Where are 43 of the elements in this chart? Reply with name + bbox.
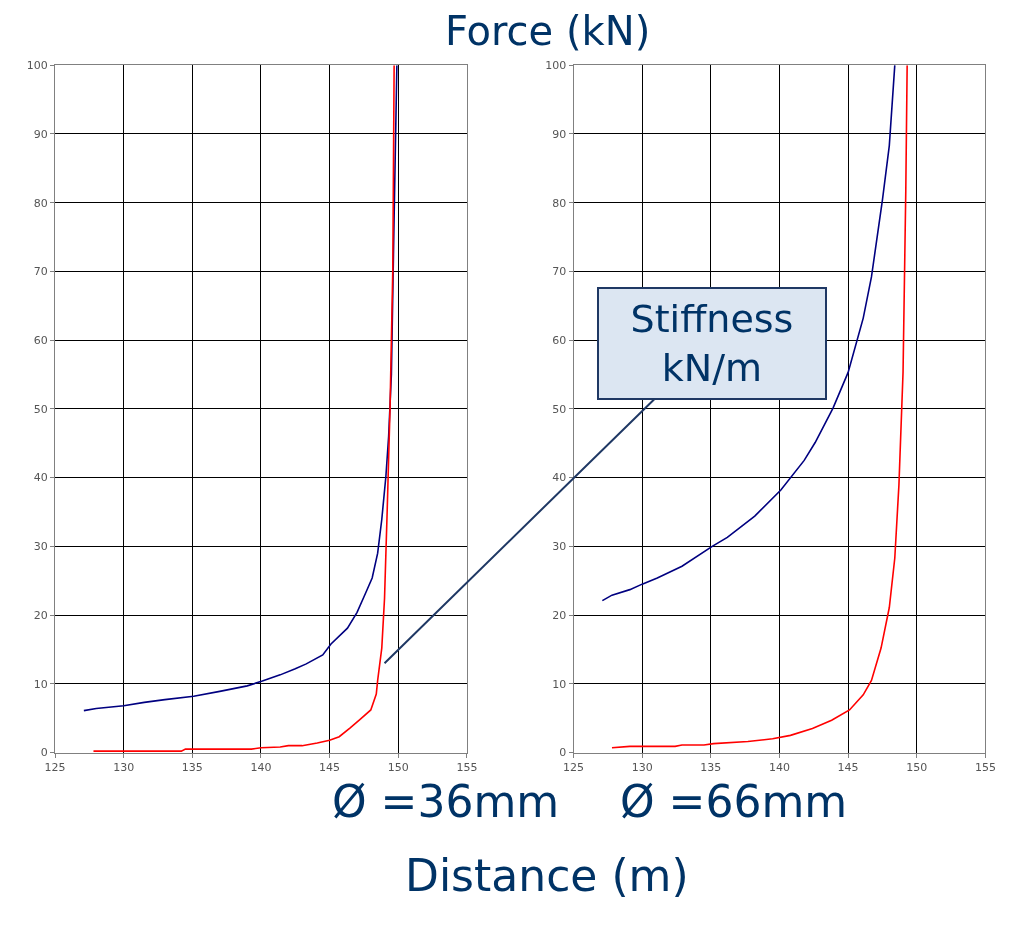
x-tick-label: 130	[113, 760, 135, 774]
y-tick-label: 70	[33, 265, 48, 279]
text: Ø =36mm	[332, 776, 560, 827]
line-series	[611, 65, 908, 749]
y-tick-label: 50	[33, 402, 48, 416]
text: Ø =66mm	[620, 776, 848, 827]
y-tick-label: 0	[40, 746, 48, 760]
y-tick-label: 40	[552, 471, 567, 485]
y-tick-label: 80	[552, 196, 567, 210]
x-tick-label: 155	[456, 760, 478, 774]
x-tick-label: 135	[181, 760, 203, 774]
x-tick-label: 155	[974, 760, 996, 774]
x-tick-label: 145	[319, 760, 341, 774]
y-tick-label: 30	[552, 540, 567, 554]
y-tick-label: 90	[33, 127, 48, 141]
x-tick-label: 125	[563, 760, 585, 774]
x-tick-label: 125	[44, 760, 66, 774]
y-tick-label: 50	[552, 402, 567, 416]
annotation: Stiffness kN/m	[630, 297, 794, 391]
y-tick-label: 90	[552, 127, 567, 141]
y-tick-label: 10	[33, 677, 48, 691]
y-axis-title: Force (kN)	[445, 8, 651, 54]
x-tick-label: 150	[387, 760, 409, 774]
x-tick-label: 135	[700, 760, 722, 774]
y-tick-label: 60	[552, 333, 567, 347]
x-axis-title: Distance (m)	[405, 850, 689, 901]
line-series	[601, 65, 896, 602]
y-tick-label: 100	[545, 59, 567, 73]
y-tick-label: 80	[33, 196, 48, 210]
y-tick-label: 20	[552, 608, 567, 622]
x-tick-label: 145	[837, 760, 859, 774]
y-tick-label: 30	[33, 540, 48, 554]
x-tick-label: 140	[768, 760, 790, 774]
y-tick-label: 10	[552, 677, 567, 691]
y-tick-label: 60	[33, 333, 48, 347]
y-tick-label: 100	[26, 59, 48, 73]
y-tick-label: 40	[33, 471, 48, 485]
x-tick-label: 130	[631, 760, 653, 774]
y-tick-label: 70	[552, 265, 567, 279]
y-tick-label: 0	[559, 746, 567, 760]
x-tick-label: 140	[250, 760, 272, 774]
x-tick-label: 150	[906, 760, 928, 774]
y-tick-label: 20	[33, 608, 48, 622]
